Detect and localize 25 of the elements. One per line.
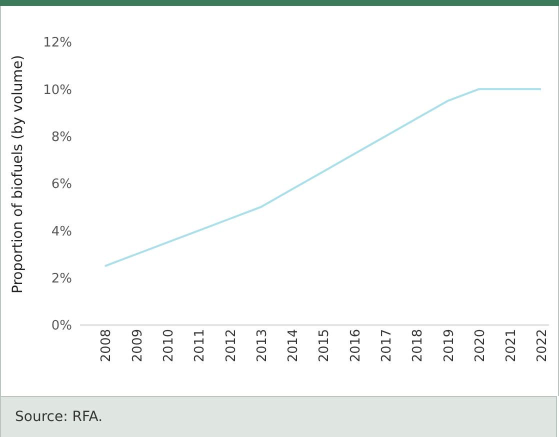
x-tick-label: 2014 bbox=[286, 329, 302, 362]
y-tick-label: 12% bbox=[43, 36, 72, 51]
y-tick-label: 10% bbox=[43, 82, 72, 98]
y-tick-label: 6% bbox=[51, 177, 72, 192]
x-tick-label: 2013 bbox=[254, 329, 270, 362]
x-tick-label: 2021 bbox=[504, 329, 520, 362]
x-tick-label: 2008 bbox=[99, 329, 114, 362]
x-tick-label: 2009 bbox=[130, 329, 146, 362]
y-tick-label: 8% bbox=[51, 130, 72, 145]
x-tick-label: 2022 bbox=[535, 329, 550, 362]
x-tick-label: 2012 bbox=[224, 329, 239, 362]
source-note: Source: RFA. bbox=[15, 409, 103, 425]
x-tick-label: 2019 bbox=[442, 329, 457, 362]
x-tick-label: 2015 bbox=[317, 329, 332, 362]
x-tick-label: 2020 bbox=[472, 329, 488, 362]
x-tick-label: 2010 bbox=[162, 329, 177, 362]
y-tick-label: 2% bbox=[51, 271, 72, 286]
y-axis-title: Proportion of biofuels (by volume) bbox=[10, 55, 26, 294]
x-tick-label: 2016 bbox=[348, 329, 364, 362]
x-tick-label: 2018 bbox=[410, 329, 426, 362]
line-series bbox=[104, 88, 542, 268]
x-tick-label: 2011 bbox=[192, 329, 208, 362]
y-tick-label: 0% bbox=[51, 318, 72, 334]
y-tick-label: 4% bbox=[51, 224, 72, 240]
x-tick-label: 2017 bbox=[380, 329, 395, 362]
